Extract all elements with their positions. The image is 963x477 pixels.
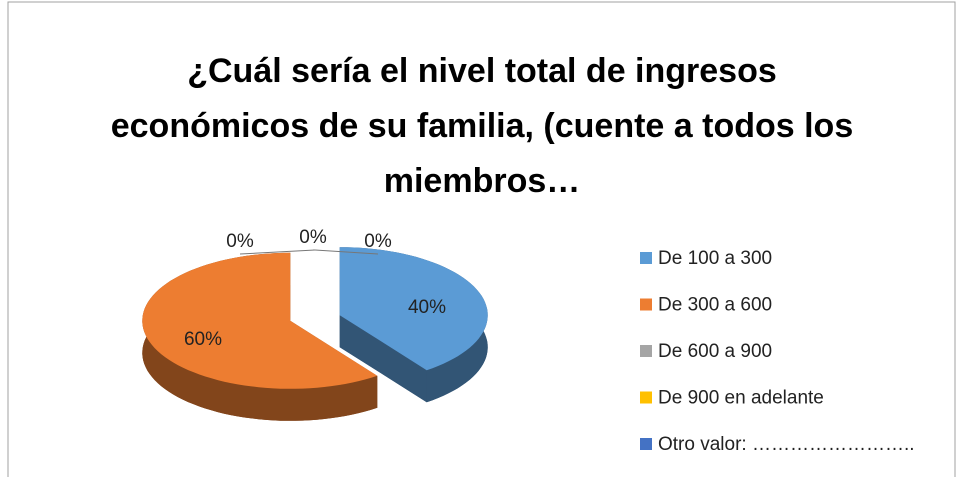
legend-swatch — [640, 345, 652, 357]
legend-swatch — [640, 391, 652, 404]
data-label: 60% — [184, 329, 222, 350]
slice — [142, 252, 378, 389]
legend-swatch — [640, 252, 652, 264]
legend-label: Otro valor: …………………….. — [658, 434, 915, 455]
data-label: 40% — [408, 297, 446, 318]
legend-label: De 600 a 900 — [658, 341, 772, 362]
chart-frame — [7, 1, 956, 477]
legend-label: De 100 a 300 — [658, 248, 772, 269]
data-label: 0% — [226, 231, 254, 252]
legend-label: De 900 en adelante — [658, 388, 824, 409]
leader-line — [239, 249, 316, 255]
data-label: 0% — [299, 227, 327, 248]
slice — [339, 247, 488, 371]
legend-swatch — [640, 438, 652, 450]
legend-swatch — [640, 298, 652, 311]
chart-title: ¿Cuál sería el nivel total de ingresos e… — [110, 52, 854, 200]
data-label: 0% — [364, 231, 392, 252]
leader-line — [314, 249, 379, 255]
slice-wall — [339, 315, 427, 403]
legend-label: De 300 a 600 — [658, 295, 772, 316]
